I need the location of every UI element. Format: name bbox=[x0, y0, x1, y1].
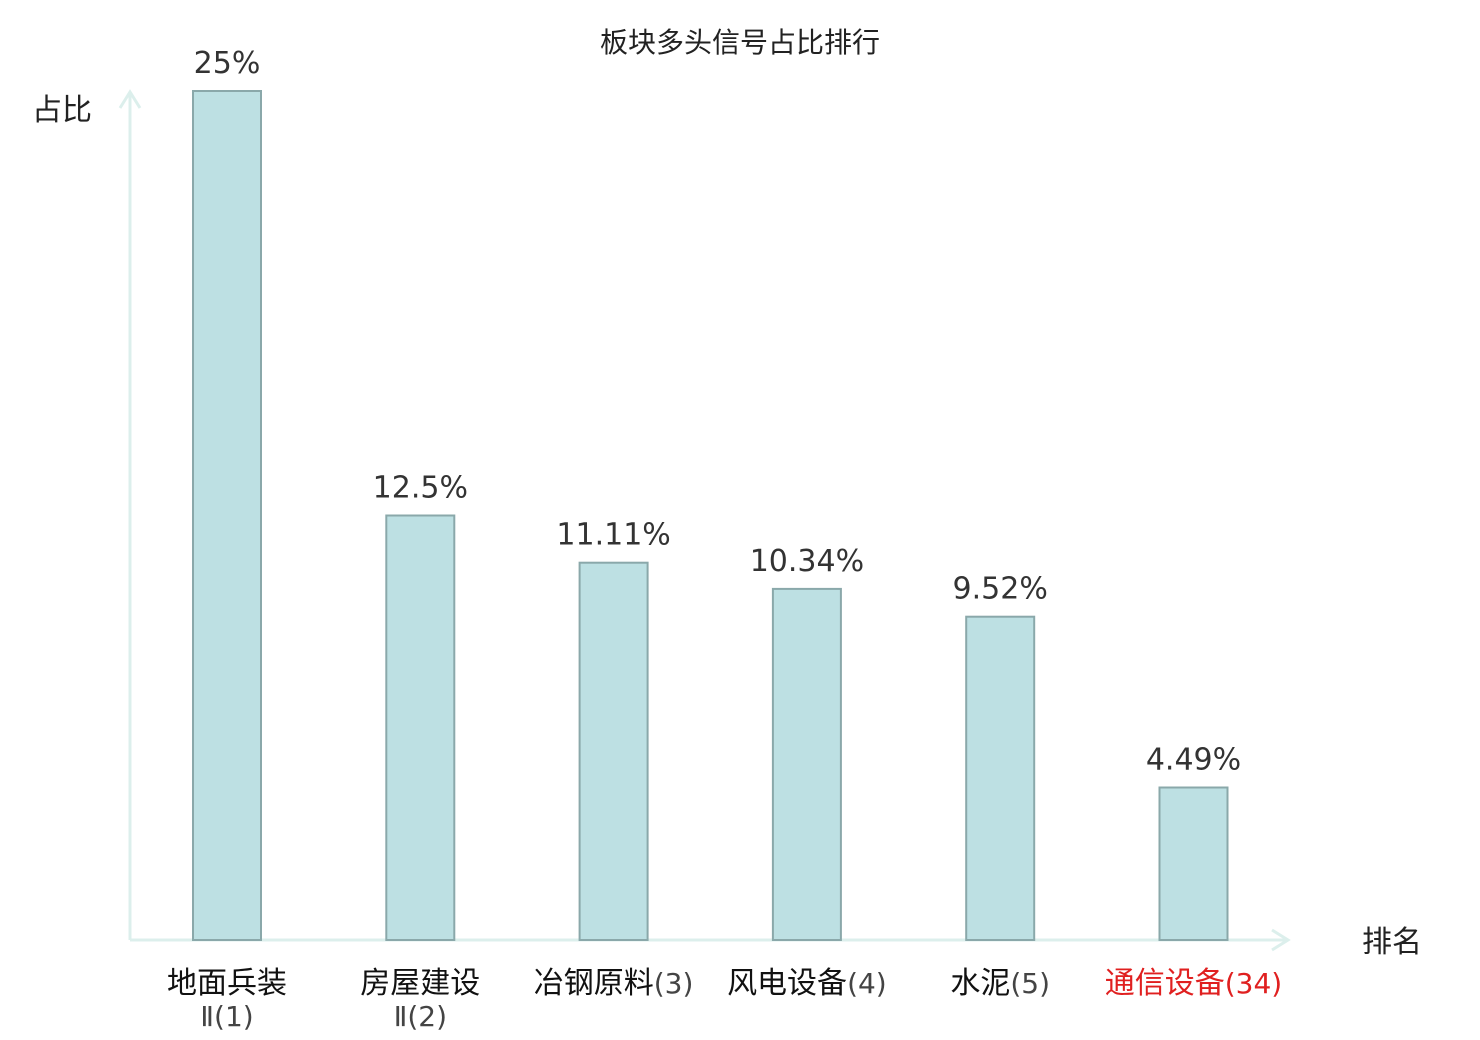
y-axis-label: 占比 bbox=[32, 93, 92, 128]
bar bbox=[771, 587, 842, 942]
bar-value-label: 4.49% bbox=[1146, 743, 1241, 778]
category-name: 冶钢原料 bbox=[534, 966, 654, 1001]
category-rank: Ⅱ(1) bbox=[200, 1000, 253, 1033]
category-rank: Ⅱ(2) bbox=[394, 1000, 447, 1033]
chart-title: 板块多头信号占比排行 bbox=[600, 26, 880, 59]
category-name: 通信设备 bbox=[1105, 966, 1225, 1001]
category-rank: (34) bbox=[1225, 967, 1282, 1000]
bar-value-label: 11.11% bbox=[556, 518, 670, 553]
category-rank: (3) bbox=[654, 967, 694, 1000]
bar-value-label: 10.34% bbox=[750, 544, 864, 579]
category-labels-group: 地面兵装 Ⅱ(1)房屋建设 Ⅱ(2)冶钢原料(3) 风电设备(4) 水泥(5) 通信设备(… bbox=[167, 966, 1282, 1033]
category-label: 冶钢原料(3) bbox=[534, 966, 694, 1001]
category-label: 房屋建设 Ⅱ(2) bbox=[360, 966, 480, 1033]
x-axis-label: 排名 bbox=[1362, 925, 1422, 960]
category-rank: (4) bbox=[847, 967, 887, 1000]
bars-group bbox=[192, 90, 1229, 942]
category-rank: (5) bbox=[1010, 967, 1050, 1000]
bar-value-label: 12.5% bbox=[373, 471, 468, 506]
category-name: 房屋建设 bbox=[360, 966, 480, 1001]
x-axis-arrow-icon bbox=[1271, 928, 1291, 952]
value-labels-group: 25% 12.5% 11.11% 10.34% 9.52% 4.49% bbox=[194, 46, 1242, 778]
category-label: 地面兵装 Ⅱ(1) bbox=[167, 966, 287, 1033]
category-name: 地面兵装 bbox=[167, 966, 287, 1001]
bar bbox=[1158, 786, 1229, 941]
bar bbox=[578, 561, 649, 941]
bar-value-label: 25% bbox=[194, 46, 261, 81]
category-name: 水泥 bbox=[950, 966, 1010, 1001]
bar bbox=[965, 615, 1036, 941]
bar bbox=[385, 514, 456, 941]
y-axis-arrow-icon bbox=[118, 89, 142, 109]
category-label: 风电设备(4) bbox=[727, 966, 887, 1001]
category-label: 水泥(5) bbox=[950, 966, 1050, 1001]
bar bbox=[192, 90, 262, 941]
bar-value-label: 9.52% bbox=[953, 572, 1048, 607]
category-label: 通信设备(34) bbox=[1105, 966, 1282, 1001]
category-name: 风电设备 bbox=[727, 966, 847, 1001]
axes bbox=[118, 89, 1291, 952]
